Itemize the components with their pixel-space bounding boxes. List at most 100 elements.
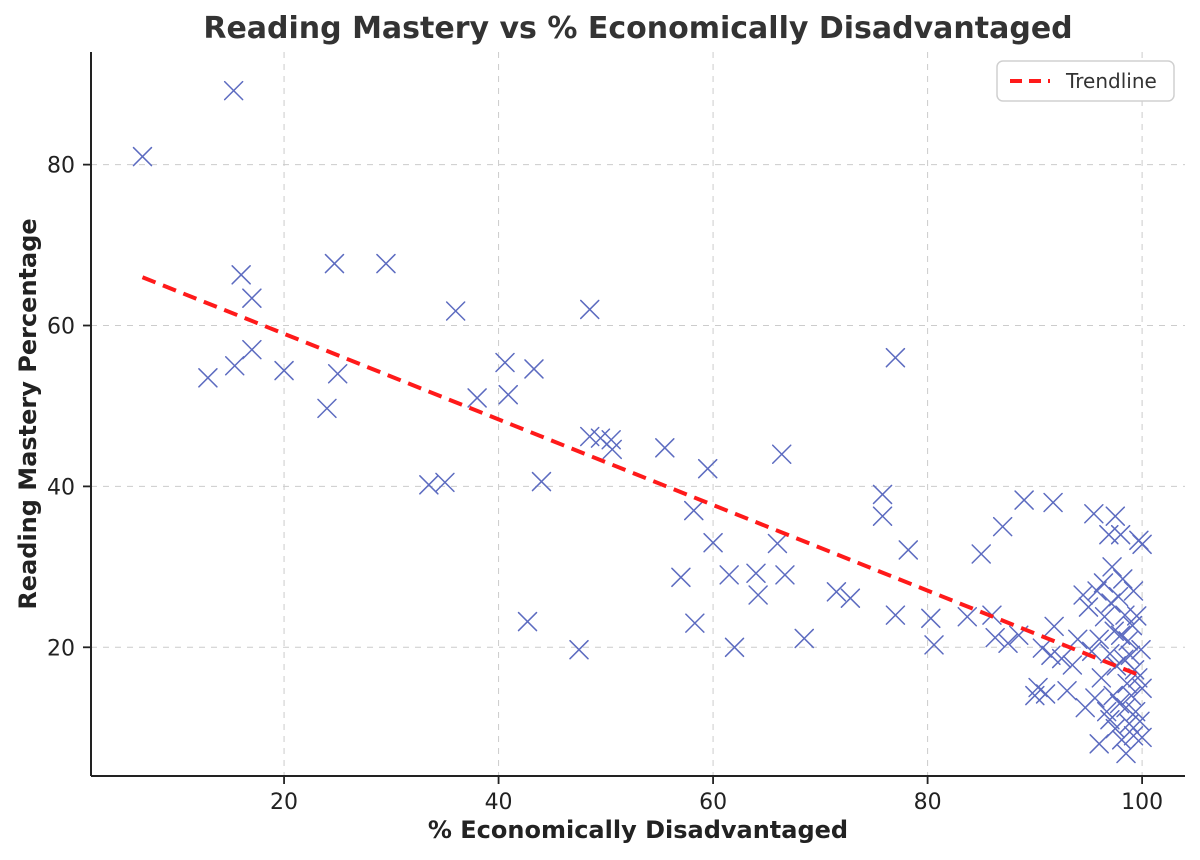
y-tick-label: 80 bbox=[47, 154, 75, 179]
data-point-stroke-b bbox=[224, 355, 245, 376]
data-point bbox=[1035, 684, 1056, 704]
data-point-stroke-b bbox=[376, 253, 396, 274]
data-point-stroke-b bbox=[1128, 668, 1148, 688]
data-point bbox=[1094, 606, 1115, 627]
data-point bbox=[495, 352, 515, 373]
data-point-stroke-b bbox=[1125, 701, 1146, 722]
data-point-stroke-b bbox=[1114, 649, 1134, 670]
data-point bbox=[771, 444, 792, 464]
data-point-stroke-b bbox=[1110, 524, 1131, 545]
data-point-stroke-b bbox=[655, 438, 675, 458]
data-point bbox=[1108, 586, 1129, 607]
legend-trendline-label: Trendline bbox=[1065, 69, 1157, 93]
data-point bbox=[435, 472, 455, 493]
data-point-stroke-b bbox=[1084, 504, 1104, 524]
data-point bbox=[1121, 685, 1142, 706]
data-point-stroke-b bbox=[1062, 655, 1083, 675]
data-point-stroke-b bbox=[231, 265, 251, 285]
data-point-stroke-b bbox=[1073, 585, 1093, 605]
data-point-stroke-b bbox=[590, 428, 611, 448]
data-point-stroke-b bbox=[602, 439, 623, 460]
data-point-stroke-b bbox=[1123, 581, 1144, 601]
y-axis-label: Reading Mastery Percentage bbox=[14, 218, 42, 609]
data-point-stroke-b bbox=[685, 613, 705, 633]
x-tick-label: 100 bbox=[1121, 790, 1163, 815]
data-point-stroke-b bbox=[1085, 688, 1105, 708]
trendline bbox=[141, 275, 1143, 679]
data-point-stroke-b bbox=[1105, 718, 1126, 739]
data-point bbox=[1043, 492, 1063, 513]
data-point-stroke-b bbox=[697, 458, 718, 479]
data-point-stroke-b bbox=[998, 633, 1018, 654]
data-point bbox=[579, 299, 600, 320]
data-point-stroke-b bbox=[223, 80, 244, 101]
data-point-stroke-b bbox=[1104, 621, 1124, 641]
data-point-stroke-b bbox=[1132, 534, 1152, 555]
ticks: 20 40 60 80 100 20 40 60 80 bbox=[47, 154, 1163, 815]
data-point-stroke-b bbox=[242, 339, 262, 360]
data-point-stroke-b bbox=[1113, 569, 1133, 589]
data-point-stroke-b bbox=[746, 563, 766, 584]
data-point bbox=[467, 388, 487, 408]
data-point bbox=[746, 563, 766, 584]
data-point bbox=[724, 637, 745, 658]
data-point bbox=[1089, 734, 1109, 754]
data-point-stroke-b bbox=[327, 364, 348, 384]
data-point-stroke-b bbox=[1043, 492, 1063, 513]
data-point bbox=[531, 471, 552, 492]
data-point bbox=[1130, 711, 1150, 732]
data-point-stroke-b bbox=[1119, 713, 1139, 734]
data-point bbox=[1117, 673, 1137, 694]
data-point-stroke-b bbox=[1014, 490, 1034, 510]
data-point bbox=[1062, 655, 1083, 675]
data-point-stroke-b bbox=[1041, 645, 1061, 666]
data-point-stroke-b bbox=[498, 384, 518, 405]
data-point bbox=[872, 506, 893, 526]
data-point-stroke-b bbox=[771, 444, 792, 464]
data-point bbox=[1131, 639, 1151, 660]
data-point bbox=[1044, 616, 1064, 637]
data-point bbox=[1028, 677, 1048, 698]
data-point bbox=[840, 588, 861, 608]
data-point-stroke-b bbox=[198, 368, 218, 388]
data-point bbox=[885, 347, 906, 368]
data-point-stroke-b bbox=[1132, 727, 1152, 748]
data-point-stroke-b bbox=[1105, 506, 1126, 526]
data-point bbox=[419, 475, 439, 495]
data-point-stroke-b bbox=[1051, 648, 1072, 669]
data-point-stroke-b bbox=[1081, 641, 1102, 662]
data-point-stroke-b bbox=[957, 606, 978, 627]
data-point bbox=[1084, 504, 1104, 524]
data-point bbox=[324, 253, 345, 274]
data-point-stroke-b bbox=[132, 146, 153, 167]
data-point-stroke-b bbox=[794, 628, 814, 649]
data-point-stroke-b bbox=[1044, 616, 1064, 637]
data-point-stroke-b bbox=[1089, 629, 1109, 649]
data-point bbox=[198, 368, 218, 388]
data-point-stroke-b bbox=[1028, 677, 1048, 698]
data-point bbox=[671, 567, 691, 588]
data-point-stroke-b bbox=[1132, 678, 1152, 699]
data-point bbox=[132, 146, 153, 167]
data-point bbox=[924, 635, 944, 655]
data-point bbox=[1132, 678, 1152, 699]
data-point-stroke-b bbox=[1123, 726, 1144, 746]
data-point-stroke-b bbox=[1120, 645, 1141, 666]
data-point bbox=[775, 565, 795, 585]
data-point bbox=[697, 458, 718, 479]
data-point-stroke-b bbox=[1121, 685, 1142, 706]
data-point-stroke-b bbox=[775, 565, 795, 585]
data-point bbox=[274, 360, 294, 381]
x-axis-label: % Economically Disadvantaged bbox=[428, 816, 848, 844]
data-point-stroke-b bbox=[1087, 581, 1107, 601]
data-point bbox=[992, 516, 1013, 537]
data-point bbox=[1087, 581, 1107, 601]
data-point-stroke-b bbox=[1109, 693, 1130, 714]
data-point bbox=[885, 605, 906, 625]
data-point-stroke-b bbox=[524, 359, 544, 379]
data-point-stroke-b bbox=[1101, 593, 1121, 613]
data-point bbox=[1126, 606, 1147, 626]
data-point bbox=[1105, 506, 1126, 526]
